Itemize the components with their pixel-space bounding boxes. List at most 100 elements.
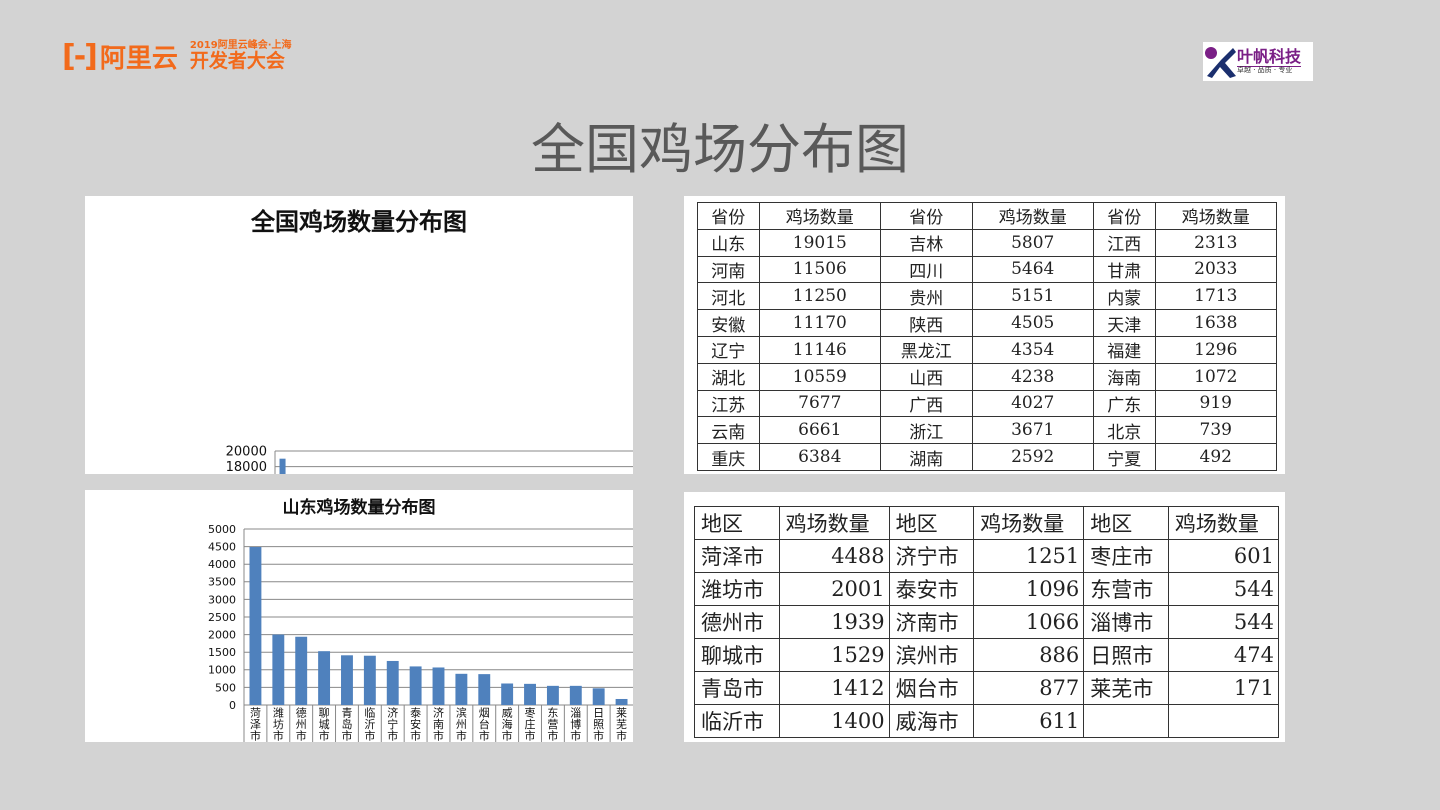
table-row: 青岛市 1412 烟台市 877 莱芜市 171	[694, 671, 1280, 705]
region-cell: 菏泽市	[694, 539, 780, 573]
count-cell: 739	[1154, 416, 1278, 445]
column-header: 地区	[1083, 506, 1169, 540]
table-row: 重庆 6384 湖南 2592 宁夏 492	[697, 443, 1278, 471]
region-cell: 天津	[1092, 309, 1156, 337]
count-cell: 1251	[973, 539, 1085, 573]
region-cell: 临沂市	[694, 704, 780, 738]
count-cell: 5464	[971, 255, 1094, 284]
bar	[455, 673, 468, 705]
x-tick-label: 烟台市	[479, 706, 490, 742]
count-cell: 601	[1167, 539, 1280, 573]
region-cell: 潍坊市	[694, 572, 780, 606]
table-row: 湖北 10559 山西 4238 海南 1072	[697, 362, 1278, 391]
table-row: 河北 11250 贵州 5151 内蒙 1713	[697, 282, 1278, 311]
count-cell: 6661	[758, 416, 882, 445]
region-cell: 济宁市	[888, 539, 975, 573]
region-cell: 重庆	[697, 443, 760, 471]
column-header: 鸡场数量	[1154, 202, 1278, 230]
region-cell: 江西	[1092, 228, 1156, 257]
table-row: 安徽 11170 陕西 4505 天津 1638	[697, 309, 1278, 337]
count-cell: 1713	[1154, 282, 1278, 311]
count-cell: 2001	[778, 572, 890, 606]
y-tick-label: 3500	[208, 576, 236, 589]
table-header-row: 地区 鸡场数量 地区 鸡场数量 地区 鸡场数量	[694, 506, 1280, 540]
event-line2: 开发者大会	[189, 49, 285, 72]
count-cell: 4505	[971, 309, 1094, 337]
count-cell: 11146	[758, 335, 882, 364]
column-header: 省份	[880, 202, 973, 230]
x-tick-label: 青岛市	[341, 707, 352, 742]
region-cell: 烟台市	[888, 671, 975, 705]
region-cell	[1083, 704, 1169, 738]
column-header: 省份	[1092, 202, 1156, 230]
region-cell: 陕西	[880, 309, 973, 337]
count-cell: 4354	[971, 335, 1094, 364]
region-cell: 青岛市	[694, 671, 780, 705]
region-cell: 枣庄市	[1083, 539, 1169, 573]
count-cell: 2033	[1154, 255, 1278, 284]
x-tick-label: 淄博市	[570, 707, 581, 742]
column-header: 鸡场数量	[1167, 506, 1280, 540]
bar	[524, 683, 536, 705]
count-cell: 877	[973, 671, 1085, 705]
aliyun-logo: [-] 阿里云 2019阿里云峰会·上海 开发者大会	[62, 38, 292, 75]
x-tick-label: 临沂市	[364, 706, 375, 742]
count-cell: 611	[973, 704, 1085, 738]
region-cell: 德州市	[694, 605, 780, 639]
y-tick-label: 18000	[226, 460, 267, 474]
region-cell: 济南市	[888, 605, 975, 639]
count-cell: 492	[1154, 443, 1278, 471]
shandong-chart-panel: 山东鸡场数量分布图 0 500 1000 1500 2000 2500 3000 3500 40…	[85, 490, 633, 742]
bar	[432, 667, 445, 705]
count-cell: 7677	[758, 389, 882, 418]
bar	[546, 685, 559, 705]
partner-logo: 叶帆科技 卓越 · 品质 · 专业	[1203, 42, 1313, 81]
region-cell: 河南	[697, 255, 760, 284]
count-cell: 1066	[973, 605, 1085, 639]
bar	[615, 698, 628, 705]
bar	[592, 688, 605, 705]
count-cell: 2313	[1154, 228, 1278, 257]
bar	[363, 655, 376, 705]
x-tick-label: 济南市	[433, 706, 444, 742]
x-tick-label: 泰安市	[410, 706, 421, 742]
region-cell: 河北	[697, 282, 760, 311]
count-cell: 4488	[778, 539, 890, 573]
bar	[386, 660, 399, 705]
region-cell: 广东	[1092, 389, 1156, 418]
column-header: 鸡场数量	[973, 506, 1085, 540]
region-cell: 辽宁	[697, 335, 760, 364]
y-tick-label: 4500	[208, 540, 236, 553]
x-tick-label: 德州市	[296, 706, 307, 742]
table-row: 菏泽市 4488 济宁市 1251 枣庄市 601	[694, 539, 1280, 573]
city-table: 地区 鸡场数量 地区 鸡场数量 地区 鸡场数量 菏泽市 4488 济宁市 1251 枣庄市 601 潍坊…	[694, 506, 1280, 738]
count-cell: 19015	[758, 228, 882, 257]
bar	[501, 683, 514, 705]
count-cell: 2592	[971, 443, 1094, 471]
bar	[272, 634, 285, 705]
bar	[295, 636, 308, 705]
bar	[249, 547, 262, 705]
partner-mark-icon	[1205, 46, 1236, 78]
table-row: 云南 6661 浙江 3671 北京 739	[697, 416, 1278, 445]
province-table: 省份 鸡场数量 省份 鸡场数量 省份 鸡场数量 山东 19015 吉林 5807 江西 2313 河南 1…	[697, 202, 1278, 471]
column-header: 鸡场数量	[758, 202, 882, 230]
x-tick-label: 聊城市	[319, 706, 330, 742]
count-cell: 474	[1167, 638, 1280, 672]
count-cell: 4027	[971, 389, 1094, 418]
region-cell: 海南	[1092, 362, 1156, 391]
x-tick-label: 菏泽市	[250, 707, 261, 742]
region-cell: 威海市	[888, 704, 975, 738]
region-cell: 湖北	[697, 362, 760, 391]
count-cell	[1167, 704, 1280, 738]
x-tick-label: 威海市	[502, 707, 513, 742]
event-line1: 2019阿里云峰会·上海	[189, 40, 292, 52]
count-cell: 5807	[971, 228, 1094, 257]
column-header: 鸡场数量	[778, 506, 890, 540]
region-cell: 东营市	[1083, 572, 1169, 606]
region-cell: 泰安市	[888, 572, 975, 606]
count-cell: 11506	[758, 255, 882, 284]
x-tick-label: 枣庄市	[525, 707, 536, 742]
national-chart-panel: 全国鸡场数量分布图 020004000600080001000012000140…	[85, 196, 633, 474]
region-cell: 北京	[1092, 416, 1156, 445]
